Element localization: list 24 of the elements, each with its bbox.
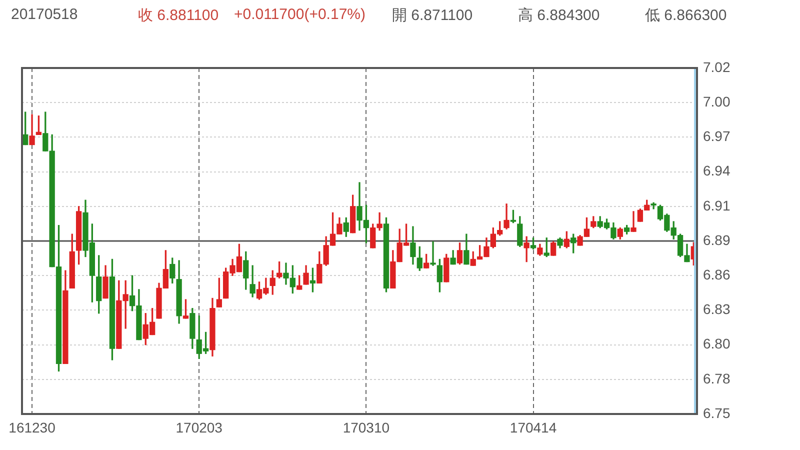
text: 低 6.866300 (645, 6, 727, 25)
y-tick-label: 6.80 (703, 336, 730, 352)
x-tick-label: 161230 (8, 419, 56, 436)
y-tick-label: 6.97 (703, 128, 730, 144)
x-tick-label: 170310 (342, 419, 390, 436)
chart-title: 20170518 (11, 6, 78, 23)
y-tick-label: 7.02 (703, 58, 730, 75)
x-tick-label: 170414 (510, 419, 557, 436)
text: +0.011700(+0.17%) (234, 6, 366, 23)
text: 高 6.884300 (518, 6, 600, 25)
candlestick (430, 241, 436, 266)
y-tick-label: 6.89 (703, 232, 730, 248)
y-tick-label: 6.91 (703, 197, 730, 214)
y-tick-label: 6.78 (703, 370, 730, 386)
y-tick-label: 6.94 (703, 162, 730, 179)
y-tick-label: 7.00 (703, 93, 730, 110)
y-tick-label: 6.86 (703, 266, 730, 282)
y-tick-label: 6.83 (703, 301, 730, 318)
text: 開 6.871100 (392, 6, 473, 25)
y-tick-label: 6.75 (703, 404, 730, 421)
candlestick (630, 211, 636, 232)
text: 收 6.881100 (138, 6, 219, 25)
x-tick-label: 170203 (176, 419, 223, 436)
candlestick (524, 236, 530, 262)
